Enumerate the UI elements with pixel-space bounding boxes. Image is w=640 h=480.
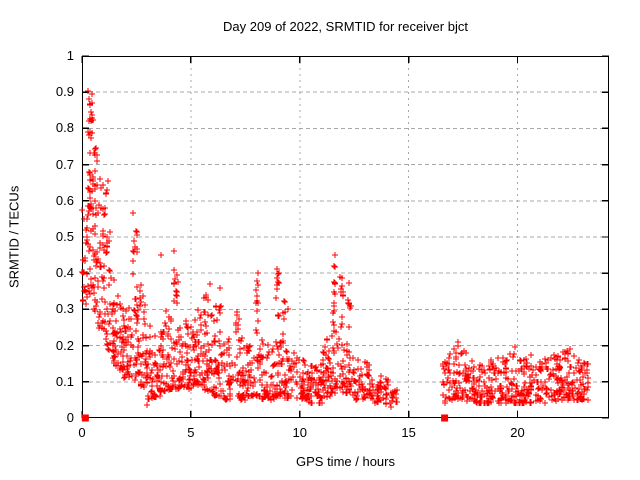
x-tick-label: 5 (187, 425, 195, 440)
y-tick-label: 0.2 (55, 337, 74, 353)
y-tick-label: 0.5 (55, 229, 74, 244)
y-tick-label: 0 (66, 410, 74, 425)
y-tick-label: 0.1 (55, 373, 74, 389)
y-tick-label: 0.4 (55, 265, 74, 281)
y-tick-label: 0.6 (55, 192, 74, 208)
x-tick-label: 15 (401, 425, 416, 440)
x-axis-label: GPS time / hours (296, 454, 395, 469)
plot-area (79, 55, 610, 422)
x-tick-label: 10 (292, 425, 307, 440)
y-tick-label: 0.7 (55, 156, 74, 172)
x-tick-label: 0 (78, 425, 86, 440)
scatter-canvas (79, 55, 610, 422)
chart-title: Day 209 of 2022, SRMTID for receiver bjc… (223, 19, 468, 34)
y-tick-label: 0.9 (55, 84, 74, 100)
x-tick-label: 20 (510, 425, 525, 440)
y-tick-label: 0.3 (55, 301, 74, 317)
y-tick-label: 0.8 (55, 120, 74, 136)
y-axis-label: SRMTID / TECUs (6, 185, 22, 289)
y-tick-label: 1 (66, 48, 74, 63)
